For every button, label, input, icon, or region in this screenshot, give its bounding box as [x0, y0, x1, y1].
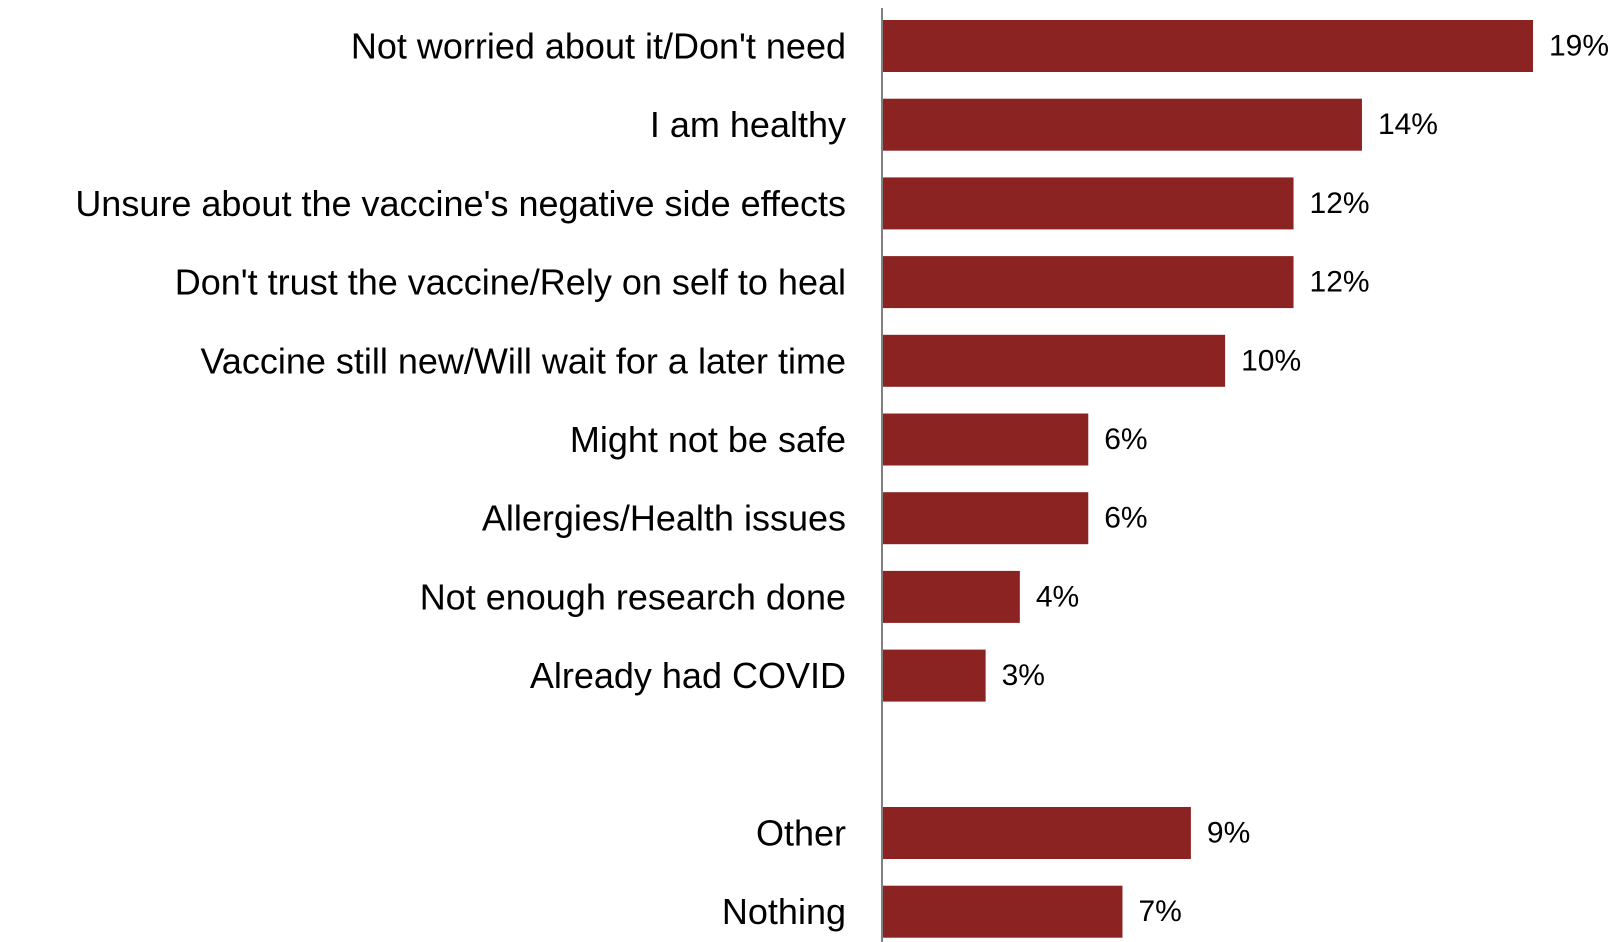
category-label-vaccine-still-new-will-wait-for-a-later-time: Vaccine still new/Will wait for a later … — [200, 340, 846, 381]
bar-might-not-be-safe — [883, 413, 1089, 466]
value-label-i-am-healthy: 14% — [1378, 108, 1438, 141]
bar-vaccine-still-new-will-wait-for-a-later-time — [883, 334, 1226, 387]
bar-i-am-healthy — [883, 98, 1362, 151]
bar-don-t-trust-the-vaccine-rely-on-self-to-heal — [883, 256, 1294, 309]
value-labels: 19% 14% 12% 12% 10% 6% 6% 4% 3% 9% 7% — [1002, 30, 1609, 929]
category-label-nothing: Nothing — [722, 891, 846, 932]
bar-not-worried-about-it-don-t-need — [883, 20, 1533, 72]
bar-other — [883, 807, 1191, 859]
value-label-vaccine-still-new-will-wait-for-a-later-time: 10% — [1241, 344, 1301, 377]
category-label-not-worried-about-it-don-t-need: Not worried about it/Don't need — [351, 26, 846, 67]
value-label-already-had-covid: 3% — [1002, 659, 1045, 692]
bar-nothing — [883, 885, 1123, 938]
bars-group — [883, 20, 1533, 938]
value-label-not-enough-research-done: 4% — [1036, 580, 1079, 613]
value-label-not-worried-about-it-don-t-need: 19% — [1549, 30, 1609, 63]
category-label-don-t-trust-the-vaccine-rely-on-self-to-heal: Don't trust the vaccine/Rely on self to … — [175, 262, 846, 303]
bar-unsure-about-the-vaccine-s-negative-side-effects — [883, 177, 1294, 230]
category-label-other: Other — [756, 813, 846, 854]
value-label-nothing: 7% — [1138, 895, 1181, 928]
value-label-might-not-be-safe: 6% — [1104, 423, 1147, 456]
bar-allergies-health-issues — [883, 492, 1089, 545]
category-label-not-enough-research-done: Not enough research done — [420, 576, 846, 617]
value-label-don-t-trust-the-vaccine-rely-on-self-to-heal: 12% — [1310, 266, 1370, 299]
category-label-allergies-health-issues: Allergies/Health issues — [482, 498, 846, 539]
category-labels: Not worried about it/Don't need I am heal… — [75, 26, 846, 933]
category-label-might-not-be-safe: Might not be safe — [570, 419, 846, 460]
bar-already-had-covid — [883, 649, 986, 702]
category-label-already-had-covid: Already had COVID — [530, 655, 846, 696]
category-label-unsure-about-the-vaccine-s-negative-side-effects: Unsure about the vaccine's negative side… — [75, 183, 846, 224]
value-label-unsure-about-the-vaccine-s-negative-side-effects: 12% — [1310, 187, 1370, 220]
category-label-i-am-healthy: I am healthy — [650, 104, 846, 145]
value-label-other: 9% — [1207, 817, 1250, 850]
bar-not-enough-research-done — [883, 570, 1020, 623]
value-label-allergies-health-issues: 6% — [1104, 502, 1147, 535]
